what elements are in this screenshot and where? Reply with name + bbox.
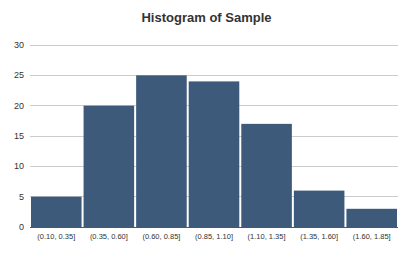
bar: [31, 197, 82, 227]
chart-title: Histogram of Sample: [141, 10, 271, 25]
x-tick-label: (1.35, 1.60]: [300, 232, 338, 241]
x-axis-line: [30, 227, 398, 228]
x-tick-label: (1.60, 1.85]: [353, 232, 391, 241]
bar: [294, 191, 345, 227]
x-tick-label: (0.10, 0.35]: [37, 232, 75, 241]
chart-container: Histogram of Sample 0 5 10 15 20 25 30 (0.10, 0.…: [0, 0, 413, 259]
y-tick-label: 5: [19, 192, 24, 202]
y-tick-label: 25: [14, 70, 24, 80]
bars: [31, 75, 397, 227]
bar: [241, 124, 292, 227]
x-tick-label: (0.60, 0.85]: [142, 232, 180, 241]
grid-line: [30, 45, 398, 46]
y-tick-label: 20: [14, 101, 24, 111]
bar: [189, 81, 240, 227]
y-tick-label: 10: [14, 161, 24, 171]
y-tick-label: 30: [14, 40, 24, 50]
x-tick-label: (1.10, 1.35]: [248, 232, 286, 241]
x-tick-label: (0.35, 0.60]: [90, 232, 128, 241]
bar: [84, 106, 135, 227]
bar: [346, 209, 397, 227]
y-tick-label: 0: [19, 222, 24, 232]
grid-line: [30, 75, 398, 76]
chart-svg: Histogram of Sample 0 5 10 15 20 25 30 (0.10, 0.…: [0, 0, 413, 259]
x-tick-label: (0.85, 1.10]: [195, 232, 233, 241]
y-tick-label: 15: [14, 131, 24, 141]
grid: [30, 45, 398, 227]
grid-line: [30, 227, 398, 228]
bar: [136, 75, 187, 227]
